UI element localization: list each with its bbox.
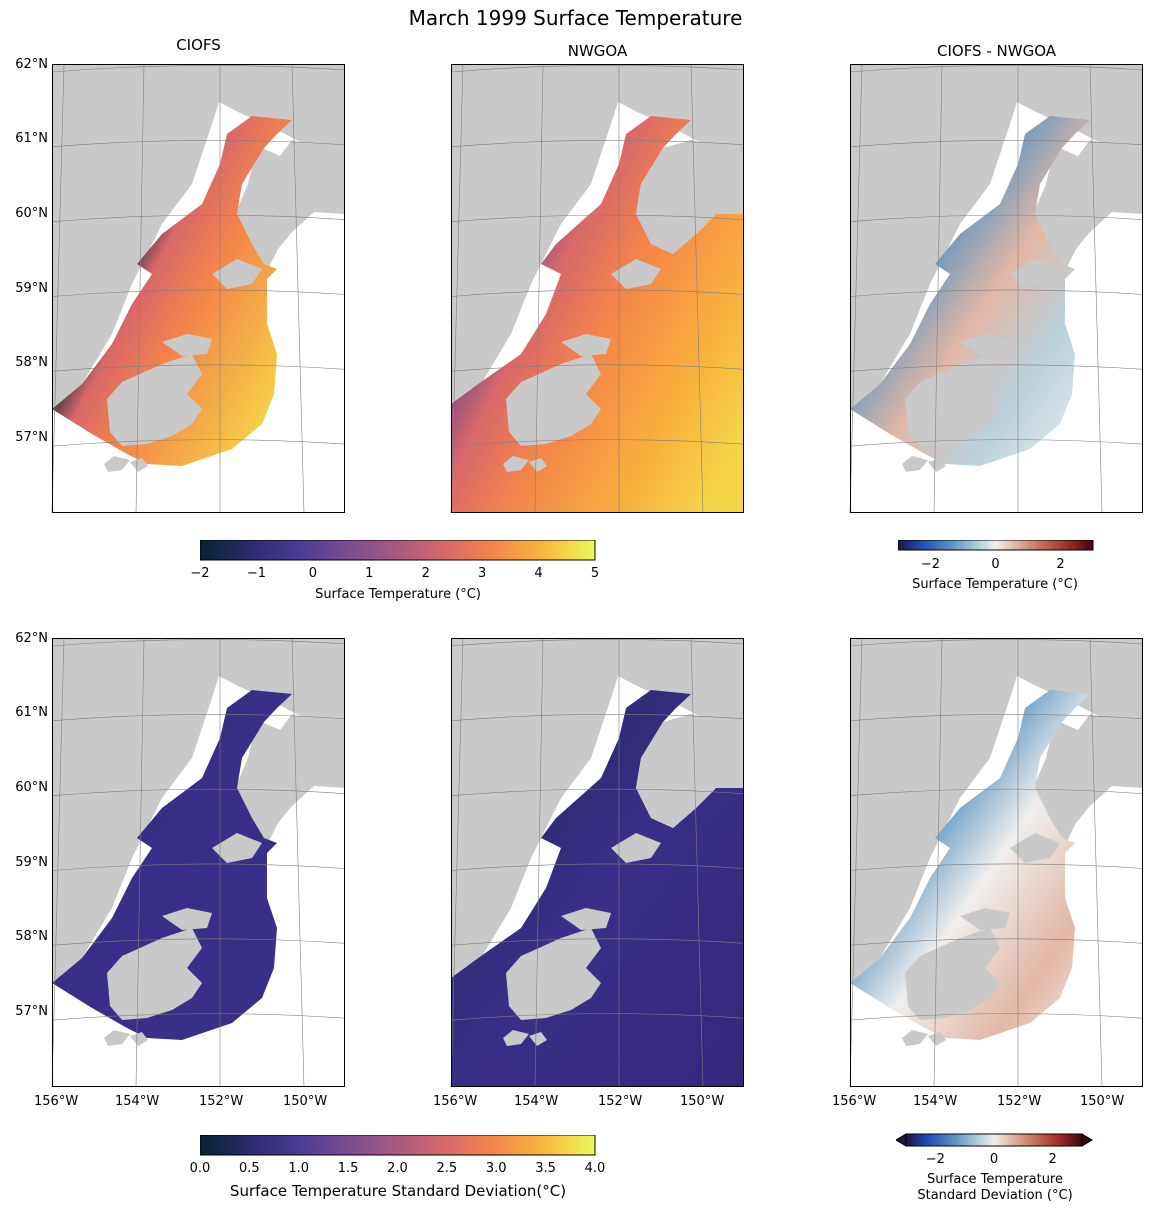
map-panel-1 [51, 63, 346, 514]
colorbar-tick-label: 2.0 [387, 1161, 408, 1176]
lat-tick-label: 61°N [15, 705, 48, 720]
map-panel-3 [849, 63, 1144, 514]
map-panel-4 [51, 637, 346, 1088]
map-panel-5 [450, 637, 745, 1088]
lat-tick-label: 59°N [15, 281, 48, 296]
lon-tick-label: 156°W [433, 1094, 478, 1109]
colorbar-tick-label: 2 [1048, 1152, 1057, 1167]
lon-tick-label: 152°W [598, 1094, 643, 1109]
lat-tick-label: 61°N [15, 131, 48, 146]
lat-tick-label: 60°N [15, 206, 48, 221]
std-colorbar-label: Surface Temperature Standard Deviation(°… [229, 1182, 567, 1200]
lat-tick-label: 57°N [15, 430, 48, 445]
lat-tick-label: 57°N [15, 1004, 48, 1019]
lat-tick-label: 59°N [15, 855, 48, 870]
colorbar-tick-label: −2 [925, 1152, 945, 1167]
colorbar-tick-label: 3.5 [535, 1161, 556, 1176]
map-panel-2 [450, 63, 745, 514]
temp-colorbar [200, 540, 596, 561]
colorbar-tick-label: 2 [1056, 557, 1065, 572]
colorbar-tick-label: 4 [534, 566, 543, 581]
lat-tick-label: 58°N [15, 929, 48, 944]
colorbar-tick-label: 1 [365, 566, 374, 581]
panel-title-ciofs: CIOFS [176, 36, 221, 54]
lon-tick-label: 154°W [115, 1094, 160, 1109]
lat-tick-label: 58°N [15, 355, 48, 370]
lat-tick-label: 62°N [15, 631, 48, 646]
colorbar-tick-label: 3.0 [485, 1161, 507, 1176]
colorbar-tick-label: 0.0 [189, 1161, 211, 1176]
diverging-colorbar-icon [898, 540, 1094, 551]
figure-title: March 1999 Surface Temperature [408, 6, 743, 30]
lon-tick-label: 154°W [913, 1094, 958, 1109]
colorbar-tick-label: 0 [991, 557, 1000, 572]
std-colorbar [200, 1135, 596, 1156]
lon-tick-label: 156°W [832, 1094, 877, 1109]
temp-colorbar-label: Surface Temperature (°C) [315, 587, 481, 602]
colorbar-tick-label: 5 [590, 566, 600, 581]
lat-tick-label: 62°N [15, 57, 48, 72]
colorbar-tick-label: −1 [246, 566, 266, 581]
colorbar-tick-label: 4.0 [584, 1161, 606, 1176]
colorbar-tick-label: 1.5 [337, 1161, 359, 1176]
panel-title-nwgoa: NWGOA [567, 42, 628, 60]
lon-tick-label: 150°W [1080, 1094, 1125, 1109]
lon-tick-label: 152°W [997, 1094, 1042, 1109]
panel-title-diff: CIOFS - NWGOA [936, 42, 1057, 60]
stddiff-colorbar-label-2: Standard Deviation (°C) [917, 1188, 1073, 1203]
colorbar-tick-label: 0 [308, 566, 317, 581]
lon-tick-label: 156°W [34, 1094, 79, 1109]
lon-tick-label: 150°W [283, 1094, 328, 1109]
lon-tick-label: 152°W [199, 1094, 244, 1109]
colorbar-tick-label: 0 [989, 1152, 999, 1167]
diverging-colorbar-icon [905, 1133, 1083, 1147]
colorbar-tick-label: 1.0 [288, 1161, 310, 1176]
map-panel-6 [849, 637, 1144, 1088]
colorbar-tick-label: 2 [421, 566, 430, 581]
colorbar-tick-label: 3 [478, 566, 487, 581]
colorbar-tick-label: −2 [190, 566, 210, 581]
lat-tick-label: 60°N [15, 780, 48, 795]
colorbar-tick-label: −2 [920, 557, 941, 572]
stddiff-colorbar [896, 1133, 1093, 1147]
colorbar-tick-label: 0.5 [239, 1161, 260, 1176]
diff-colorbar [898, 540, 1094, 551]
lon-tick-label: 150°W [680, 1094, 725, 1109]
stddiff-colorbar-label-1: Surface Temperature [926, 1172, 1063, 1187]
thermal-colorbar-icon [200, 1135, 596, 1156]
colorbar-tick-label: 2.5 [436, 1161, 458, 1176]
lon-tick-label: 154°W [514, 1094, 559, 1109]
diff-colorbar-label: Surface Temperature (°C) [912, 577, 1078, 592]
thermal-colorbar-icon [200, 540, 596, 561]
